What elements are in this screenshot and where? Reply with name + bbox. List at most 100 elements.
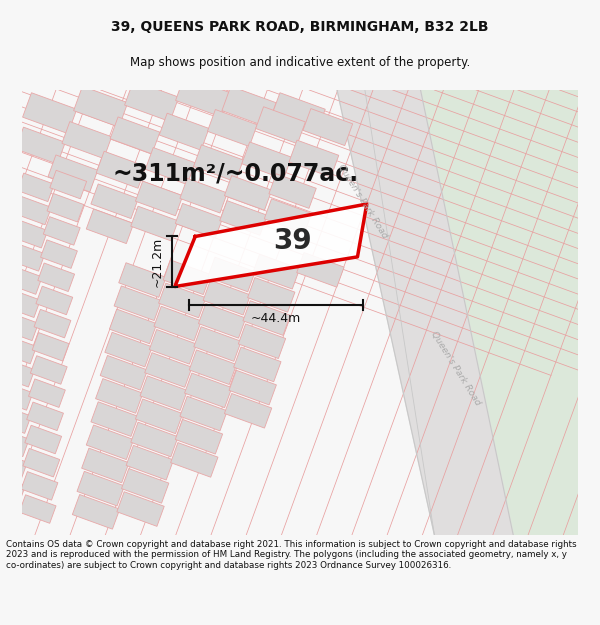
Polygon shape: [185, 373, 232, 408]
Polygon shape: [175, 204, 367, 286]
Polygon shape: [96, 151, 146, 188]
Polygon shape: [229, 370, 277, 405]
Polygon shape: [252, 254, 299, 289]
Polygon shape: [26, 402, 64, 431]
Polygon shape: [17, 173, 54, 202]
Polygon shape: [125, 81, 179, 122]
Polygon shape: [91, 402, 138, 436]
Polygon shape: [50, 170, 86, 199]
Polygon shape: [194, 327, 241, 361]
Polygon shape: [303, 109, 353, 146]
Polygon shape: [199, 304, 246, 338]
Polygon shape: [126, 446, 173, 480]
Polygon shape: [337, 90, 513, 535]
Polygon shape: [11, 219, 48, 248]
Polygon shape: [224, 394, 272, 428]
Polygon shape: [0, 359, 35, 387]
Polygon shape: [0, 428, 29, 456]
Polygon shape: [4, 289, 40, 318]
Polygon shape: [95, 379, 143, 413]
Polygon shape: [170, 442, 218, 478]
Polygon shape: [74, 86, 128, 127]
Polygon shape: [23, 448, 60, 477]
Polygon shape: [220, 201, 267, 235]
Polygon shape: [32, 332, 69, 361]
Polygon shape: [86, 209, 134, 244]
Polygon shape: [121, 469, 169, 503]
Polygon shape: [48, 155, 98, 192]
Polygon shape: [41, 240, 77, 268]
Text: 39: 39: [273, 228, 311, 256]
Polygon shape: [21, 472, 58, 500]
Text: ~21.2m: ~21.2m: [151, 236, 164, 287]
Polygon shape: [2, 312, 38, 341]
Polygon shape: [297, 253, 344, 287]
Polygon shape: [117, 492, 164, 526]
Polygon shape: [136, 399, 183, 434]
Polygon shape: [36, 286, 73, 315]
Polygon shape: [23, 92, 77, 134]
Polygon shape: [105, 332, 152, 367]
Polygon shape: [222, 86, 276, 127]
Text: ~311m²/~0.077ac.: ~311m²/~0.077ac.: [112, 161, 358, 186]
Polygon shape: [0, 451, 28, 480]
Polygon shape: [82, 448, 129, 482]
Polygon shape: [14, 196, 52, 225]
Polygon shape: [0, 474, 25, 503]
Polygon shape: [8, 242, 45, 271]
Polygon shape: [73, 494, 120, 529]
Polygon shape: [175, 419, 223, 454]
Polygon shape: [0, 336, 37, 364]
Polygon shape: [159, 113, 209, 150]
Polygon shape: [176, 76, 230, 117]
Polygon shape: [145, 352, 192, 388]
Polygon shape: [25, 425, 62, 454]
Polygon shape: [100, 356, 148, 390]
Polygon shape: [114, 286, 161, 321]
Polygon shape: [28, 379, 65, 408]
Polygon shape: [91, 184, 138, 219]
Polygon shape: [243, 301, 290, 336]
Polygon shape: [154, 306, 202, 341]
Polygon shape: [77, 471, 124, 506]
Polygon shape: [269, 174, 316, 208]
Polygon shape: [149, 329, 197, 364]
Polygon shape: [238, 324, 286, 359]
Polygon shape: [208, 109, 257, 146]
Polygon shape: [224, 176, 272, 210]
Polygon shape: [47, 194, 84, 222]
Polygon shape: [264, 199, 311, 233]
Polygon shape: [119, 262, 166, 298]
Text: Contains OS data © Crown copyright and database right 2021. This information is : Contains OS data © Crown copyright and d…: [6, 540, 577, 569]
Text: 39, QUEENS PARK ROAD, BIRMINGHAM, B32 2LB: 39, QUEENS PARK ROAD, BIRMINGHAM, B32 2L…: [111, 20, 489, 34]
Polygon shape: [5, 266, 42, 294]
Polygon shape: [271, 92, 325, 134]
Polygon shape: [0, 498, 23, 526]
Polygon shape: [289, 140, 339, 177]
Polygon shape: [233, 347, 281, 382]
Text: Queen's Park Road: Queen's Park Road: [337, 162, 389, 240]
Polygon shape: [0, 405, 31, 433]
Polygon shape: [145, 148, 195, 184]
Polygon shape: [203, 281, 250, 315]
Polygon shape: [140, 376, 187, 411]
Polygon shape: [136, 181, 183, 216]
Polygon shape: [43, 217, 80, 245]
Polygon shape: [19, 495, 56, 523]
Polygon shape: [110, 117, 160, 154]
Polygon shape: [163, 260, 211, 294]
Polygon shape: [38, 263, 74, 291]
Polygon shape: [158, 283, 206, 318]
Polygon shape: [109, 309, 157, 344]
Polygon shape: [256, 107, 305, 144]
Text: ~44.4m: ~44.4m: [251, 311, 301, 324]
Text: Map shows position and indicative extent of the property.: Map shows position and indicative extent…: [130, 56, 470, 69]
Polygon shape: [180, 178, 227, 213]
Polygon shape: [242, 142, 292, 179]
Polygon shape: [62, 122, 112, 159]
Polygon shape: [189, 350, 236, 384]
Polygon shape: [86, 425, 134, 459]
Polygon shape: [31, 356, 67, 384]
Polygon shape: [208, 257, 255, 292]
Polygon shape: [16, 127, 65, 164]
